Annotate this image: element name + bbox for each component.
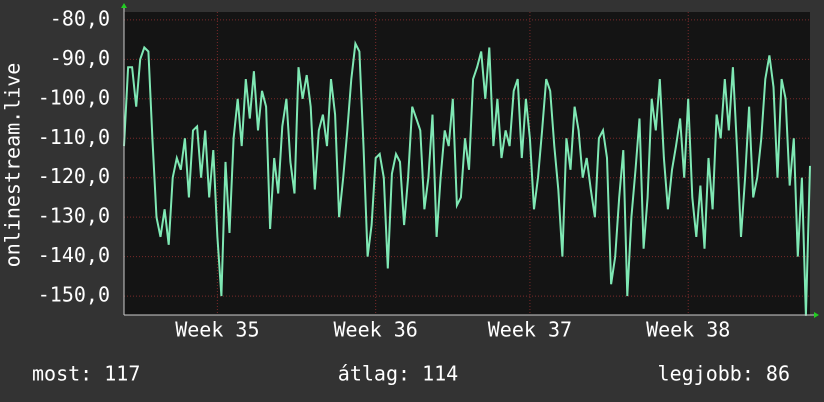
y-tick-label: -140,0 [38,243,110,267]
plot-area [124,12,810,315]
x-tick-label: Week 36 [334,318,418,342]
axis-arrow [121,3,127,8]
y-tick-label: -80,0 [50,6,110,30]
footer-stat: most: 117 [32,362,140,386]
x-tick-label: Week 38 [646,318,730,342]
y-tick-label: -130,0 [38,204,110,228]
x-tick-label: Week 35 [175,318,259,342]
y-axis-title: onlinestream.live [1,63,25,268]
y-tick-label: -120,0 [38,164,110,188]
data-line [123,40,811,316]
axis-arrow [814,312,819,318]
y-tick-label: -150,0 [38,283,110,307]
x-tick-label: Week 37 [488,318,572,342]
footer-stat: legjobb: 86 [658,362,790,386]
y-tick-label: -110,0 [38,125,110,149]
y-tick-label: -90,0 [50,46,110,70]
footer-stat: átlag: 114 [338,362,458,386]
y-tick-label: -100,0 [38,85,110,109]
